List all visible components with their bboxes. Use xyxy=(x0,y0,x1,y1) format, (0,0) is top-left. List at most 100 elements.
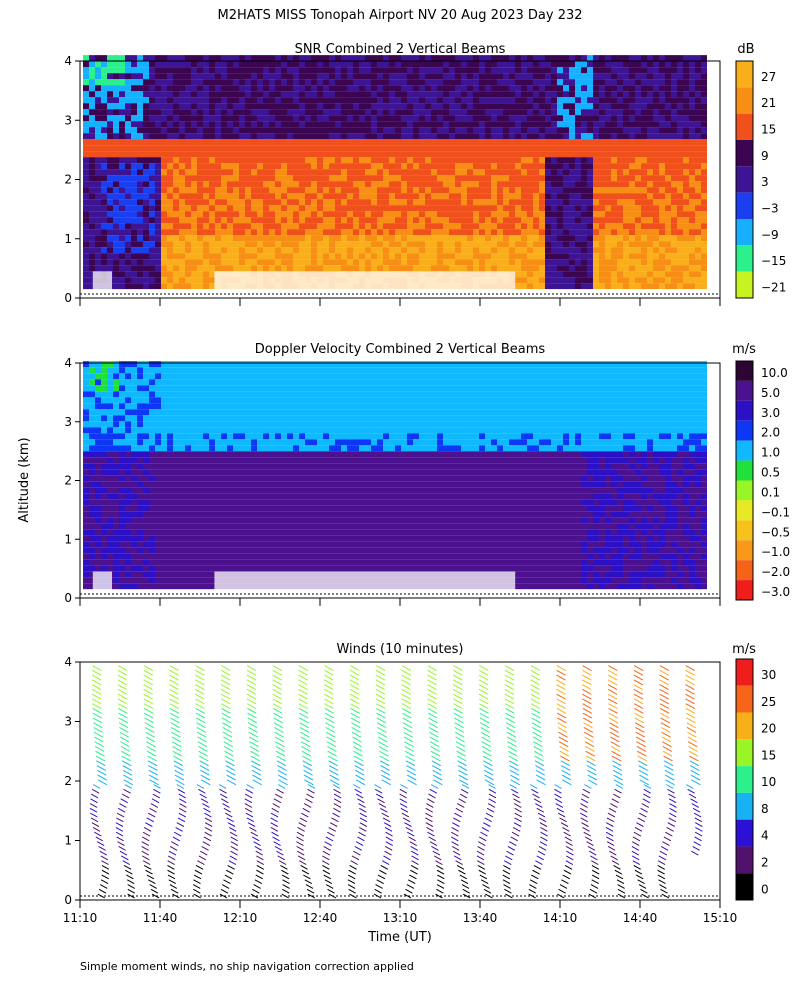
snr-cell xyxy=(671,139,677,146)
snr-cell xyxy=(671,79,677,86)
snr-cell xyxy=(515,115,521,122)
snr-cell xyxy=(275,55,281,62)
snr-cell xyxy=(383,145,389,152)
snr-cell xyxy=(239,121,245,128)
snr-cell xyxy=(401,133,407,140)
doppler-cell xyxy=(179,583,185,590)
snr-cell xyxy=(521,241,527,248)
snr-cell xyxy=(467,97,473,104)
snr-cell xyxy=(197,61,203,68)
snr-cell xyxy=(185,247,191,254)
snr-cell xyxy=(599,229,605,236)
snr-cell xyxy=(581,271,587,278)
snr-cell xyxy=(329,181,335,188)
snr-cell xyxy=(539,109,545,116)
snr-cell xyxy=(491,265,497,272)
snr-cell xyxy=(527,169,533,176)
snr-cell xyxy=(107,79,113,86)
snr-cell xyxy=(371,127,377,134)
snr-cell xyxy=(575,79,581,86)
doppler-cell xyxy=(221,493,227,500)
snr-cell xyxy=(371,217,377,224)
snr-cell xyxy=(239,265,245,272)
snr-cell xyxy=(221,175,227,182)
snr-cell xyxy=(479,79,485,86)
snr-cell xyxy=(431,85,437,92)
snr-cell xyxy=(137,175,143,182)
snr-cell xyxy=(377,181,383,188)
snr-cell xyxy=(125,73,131,80)
snr-cell xyxy=(653,121,659,128)
snr-cell xyxy=(227,187,233,194)
snr-cell xyxy=(179,109,185,116)
snr-cell xyxy=(215,229,221,236)
snr-cell xyxy=(203,223,209,230)
snr-cell xyxy=(173,109,179,116)
snr-cell xyxy=(551,241,557,248)
snr-cell xyxy=(143,217,149,224)
snr-cell xyxy=(563,91,569,98)
snr-cell xyxy=(329,79,335,86)
snr-cell xyxy=(317,115,323,122)
snr-cell xyxy=(371,115,377,122)
snr-cell xyxy=(653,145,659,152)
snr-cell xyxy=(305,193,311,200)
snr-cell xyxy=(617,85,623,92)
snr-cell xyxy=(425,55,431,62)
snr-cell xyxy=(341,85,347,92)
doppler-cell xyxy=(161,397,167,404)
snr-cell xyxy=(125,259,131,266)
snr-cell xyxy=(173,223,179,230)
doppler-cell xyxy=(125,565,131,572)
doppler-cell xyxy=(215,457,221,464)
doppler-cell xyxy=(209,535,215,542)
snr-cell xyxy=(623,91,629,98)
snr-cell xyxy=(197,163,203,170)
snr-cell xyxy=(257,217,263,224)
snr-cell xyxy=(131,163,137,170)
snr-cell xyxy=(155,241,161,248)
snr-cell xyxy=(605,259,611,266)
doppler-cell xyxy=(197,391,203,398)
snr-cell xyxy=(299,91,305,98)
snr-cell xyxy=(209,79,215,86)
snr-cell xyxy=(545,235,551,242)
doppler-cell xyxy=(173,487,179,494)
snr-cell xyxy=(155,79,161,86)
snr-cell xyxy=(311,223,317,230)
snr-cell xyxy=(299,193,305,200)
snr-cell xyxy=(515,127,521,134)
snr-cell xyxy=(455,175,461,182)
snr-cell xyxy=(209,73,215,80)
snr-cell xyxy=(317,217,323,224)
snr-cell xyxy=(557,283,563,290)
snr-cell xyxy=(509,109,515,116)
snr-cell xyxy=(437,97,443,104)
snr-cell xyxy=(317,55,323,62)
doppler-cell xyxy=(83,481,89,488)
doppler-cell xyxy=(179,487,185,494)
snr-cell xyxy=(467,139,473,146)
snr-cell xyxy=(461,145,467,152)
snr-cell xyxy=(509,175,515,182)
snr-cell xyxy=(401,151,407,158)
snr-cell xyxy=(377,115,383,122)
snr-cell xyxy=(293,151,299,158)
snr-cell xyxy=(461,115,467,122)
snr-cell xyxy=(515,241,521,248)
snr-cell xyxy=(413,241,419,248)
snr-cell xyxy=(95,121,101,128)
snr-cell xyxy=(347,193,353,200)
snr-cell xyxy=(389,199,395,206)
snr-cell xyxy=(623,121,629,128)
doppler-cell xyxy=(149,583,155,590)
snr-cell xyxy=(473,79,479,86)
snr-cell xyxy=(611,103,617,110)
doppler-cell xyxy=(203,373,209,380)
doppler-cell xyxy=(131,409,137,416)
snr-cell xyxy=(125,79,131,86)
snr-cell xyxy=(611,265,617,272)
snr-cell xyxy=(701,229,707,236)
snr-cell xyxy=(449,115,455,122)
snr-cell xyxy=(125,223,131,230)
